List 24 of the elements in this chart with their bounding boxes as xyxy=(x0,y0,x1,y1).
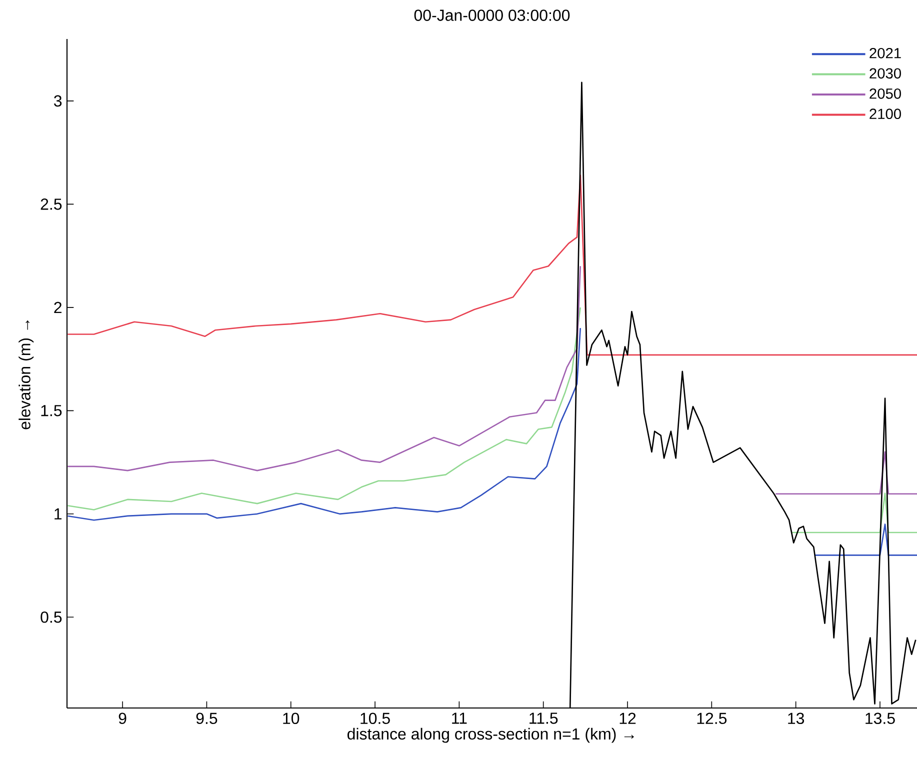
y-tick-label: 1 xyxy=(54,508,62,520)
x-tick-label: 9 xyxy=(118,712,126,724)
x-tick-label: 13.5 xyxy=(866,712,895,724)
legend-label: 2021 xyxy=(870,48,901,58)
x-tick-label: 12 xyxy=(620,712,636,724)
x-tick-label: 9.5 xyxy=(196,712,218,724)
x-tick-label: 12.5 xyxy=(697,712,727,724)
x-tick-label: 11 xyxy=(452,712,467,724)
y-tick-label: 2 xyxy=(54,302,62,314)
x-tick-label: 10.5 xyxy=(360,712,390,724)
y-tick-label: 1.5 xyxy=(41,405,62,416)
chart-title: 00-Jan-0000 03:00:00 xyxy=(414,10,570,21)
y-axis-title: elevation (m) → xyxy=(18,320,34,430)
x-tick-label: 11.5 xyxy=(530,712,558,724)
line-series xyxy=(67,174,917,356)
y-tick-label: 2.5 xyxy=(40,198,62,210)
legend-label: 2050 xyxy=(870,88,901,99)
legend-label: 2100 xyxy=(870,108,901,120)
x-axis-title: distance along cross-section n=1 (km) → xyxy=(348,728,634,743)
x-tick-label: 10 xyxy=(283,712,300,724)
legend-label: 2030 xyxy=(870,68,901,79)
y-tick-label: 3 xyxy=(54,95,62,107)
x-tick-label: 13 xyxy=(788,712,804,724)
y-tick-label: 0.5 xyxy=(40,611,62,623)
